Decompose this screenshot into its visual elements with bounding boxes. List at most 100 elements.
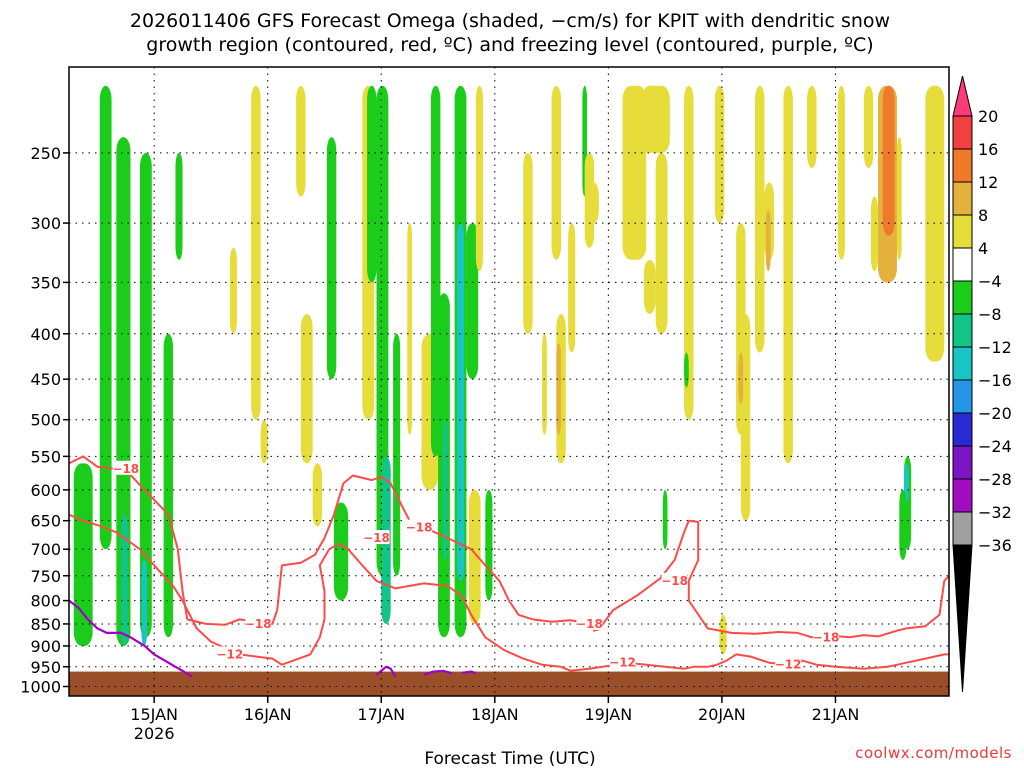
dgz-contour-line [69, 455, 949, 639]
x-tick-label: 20JAN [698, 705, 746, 724]
omega-region [870, 196, 879, 272]
omega-region [551, 85, 562, 260]
omega-region [556, 343, 562, 435]
omega-region [229, 247, 237, 334]
x-axis-title: Forecast Time (UTC) [424, 749, 595, 768]
x-tick-label: 17JAN [357, 705, 405, 724]
omega-region [175, 152, 183, 260]
freezing-level-contour-line [375, 665, 397, 678]
omega-region [783, 85, 793, 464]
colorbar-label: 12 [978, 173, 998, 192]
omega-region [326, 137, 337, 380]
omega-region [333, 502, 349, 601]
y-tick-label: 600 [30, 481, 61, 500]
x-tick-label: 21JAN [812, 705, 860, 724]
omega-region [755, 85, 765, 353]
y-tick-label: 800 [30, 592, 61, 611]
omega-region [882, 85, 895, 236]
colorbar-segment [952, 214, 973, 249]
omega-region [376, 85, 389, 576]
omega-region [393, 333, 401, 576]
grid-lines [69, 67, 949, 696]
dgz-contour-label: −18 [363, 531, 390, 545]
dgz-contour-label: −12 [609, 656, 636, 670]
omega-region [523, 152, 533, 334]
omega-region [542, 333, 547, 435]
omega-region [485, 489, 493, 601]
colorbar-label: −36 [978, 536, 1012, 555]
y-tick-label: 250 [30, 144, 61, 163]
omega-region [584, 152, 595, 248]
colorbar-label: 20 [978, 107, 998, 126]
omega-region [251, 85, 261, 420]
colorbar: 20 16 12 8 4 −4 −8 −12 −16 −20 −24 −28 −32 −36 [952, 75, 1012, 693]
omega-region [99, 85, 112, 550]
omega-region [904, 463, 909, 503]
plot-area: −18 −18 −18 −18 −18 −18 −18 −12 −12 −12 [69, 67, 949, 696]
freezing-level-contour-line [423, 669, 453, 676]
dgz-contour-label: −18 [576, 617, 603, 631]
colorbar-label: −8 [978, 305, 1002, 324]
dgz-contour-label: −12 [775, 658, 802, 672]
colorbar-segment [952, 148, 973, 183]
y-tick-label: 900 [30, 637, 61, 656]
omega-region [863, 85, 874, 168]
contour-label-background [363, 530, 390, 545]
omega-region [141, 560, 148, 646]
colorbar-label: −32 [978, 503, 1012, 522]
omega-region [456, 223, 465, 581]
y-tick-label: 500 [30, 411, 61, 430]
colorbar-label: −16 [978, 371, 1012, 390]
omega-region [300, 314, 313, 464]
contour-label-background [406, 519, 433, 534]
y-tick-label: 950 [30, 658, 61, 677]
colorbar-segment [952, 346, 973, 381]
contour-label-background [661, 572, 688, 587]
contour-label-background [576, 615, 603, 630]
y-axis: 250 300 350 400 450 500 550 600 650 700 750 800 850 9… [20, 144, 69, 696]
contour-label-background [609, 654, 636, 669]
y-tick-label: 750 [30, 567, 61, 586]
colorbar-segment [952, 115, 973, 150]
contour-label-background [216, 646, 243, 661]
omega-region [468, 489, 481, 624]
colorbar-segment [952, 313, 973, 348]
omega-region [475, 85, 483, 272]
colorbar-label: −28 [978, 470, 1012, 489]
colorbar-label: −4 [978, 272, 1002, 291]
colorbar-label: −24 [978, 437, 1012, 456]
contour-label-background [812, 629, 839, 644]
omega-region [442, 419, 448, 561]
omega-region [163, 333, 174, 638]
omega-region [714, 85, 725, 224]
contour-label-background [245, 615, 272, 630]
dgz-contour-label: −18 [406, 521, 433, 535]
y-tick-label: 550 [30, 447, 61, 466]
colorbar-segment [952, 445, 973, 480]
contour-lines: −18 −18 −18 −18 −18 −18 −18 −12 −12 −12 [69, 455, 949, 678]
omega-region [260, 419, 268, 464]
colorbar-label: 16 [978, 140, 998, 159]
omega-region [655, 152, 668, 334]
credit-text: coolwx.com/models [855, 744, 1012, 762]
omega-region [568, 223, 576, 353]
colorbar-segment [952, 478, 973, 513]
omega-region [896, 137, 902, 260]
y-tick-label: 300 [30, 214, 61, 233]
contour-label-background [775, 656, 802, 671]
dgz-contour-label: −12 [216, 647, 243, 661]
colorbar-segment [952, 280, 973, 315]
omega-region [641, 85, 670, 153]
omega-region [807, 85, 817, 168]
x-tick-label: 16JAN [244, 705, 292, 724]
dgz-contour-label: −18 [813, 630, 840, 644]
colorbar-label: 8 [978, 206, 988, 225]
chart-title-line-1: 2026011406 GFS Forecast Omega (shaded, −… [130, 10, 890, 32]
omega-region [121, 514, 129, 646]
plot-background [69, 67, 949, 696]
x-tick-sublabel: 2026 [134, 724, 175, 743]
freezing-level-contour-line [461, 670, 477, 675]
omega-region [899, 489, 907, 561]
colorbar-segment [952, 379, 973, 414]
